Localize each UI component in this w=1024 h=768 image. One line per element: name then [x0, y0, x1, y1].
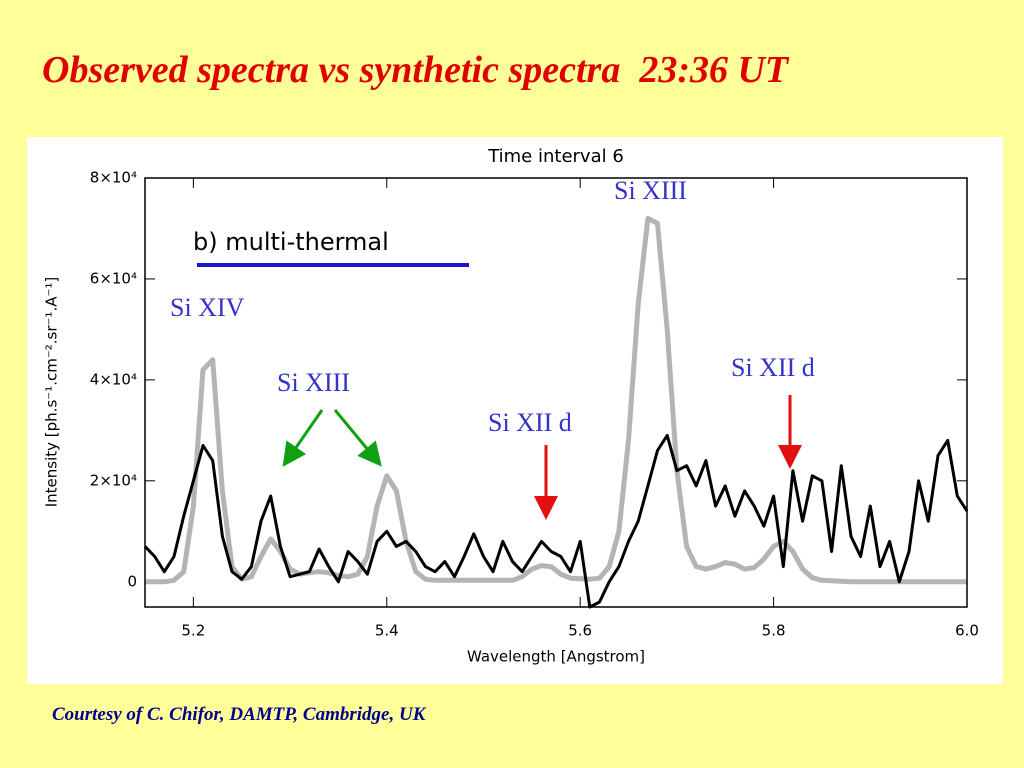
plot-frame: [144, 177, 968, 608]
annotation: Si XIV: [170, 293, 245, 322]
y-tick-label: 4×10⁴: [90, 370, 137, 388]
x-tick-label: 5.8: [762, 622, 786, 640]
legend-text: b) multi-thermal: [193, 228, 389, 256]
x-axis-label: Wavelength [Angstrom]: [467, 648, 645, 666]
arrows: [282, 395, 802, 520]
x-tick-label: 5.4: [375, 622, 399, 640]
y-axis-label: Intensity [ph.s⁻¹.cm⁻².sr⁻¹.A⁻¹]: [43, 277, 61, 508]
annotation: Si XIII: [614, 176, 687, 205]
arrow: [282, 409, 324, 467]
series-line: [143, 433, 969, 609]
credit: Courtesy of C. Chifor, DAMTP, Cambridge,…: [52, 704, 426, 725]
x-tick-label: 6.0: [955, 622, 979, 640]
annotation: Si XII d: [731, 353, 815, 382]
y-tick-label: 6×10⁴: [90, 269, 137, 287]
x-tick-label: 5.6: [568, 622, 592, 640]
x-tick-label: 5.2: [181, 622, 205, 640]
y-tick-label: 2×10⁴: [90, 471, 137, 489]
arrow: [333, 409, 382, 467]
chart-panel: [27, 137, 1003, 684]
chart-title: Time interval 6: [487, 146, 624, 167]
y-tick-label: 0: [127, 572, 137, 590]
annotation: Si XII d: [488, 408, 572, 437]
annotation: Si XIII: [277, 368, 350, 397]
y-tick-label: 8×10⁴: [90, 169, 137, 187]
slide-title: Observed spectra vs synthetic spectra 23…: [42, 49, 789, 91]
